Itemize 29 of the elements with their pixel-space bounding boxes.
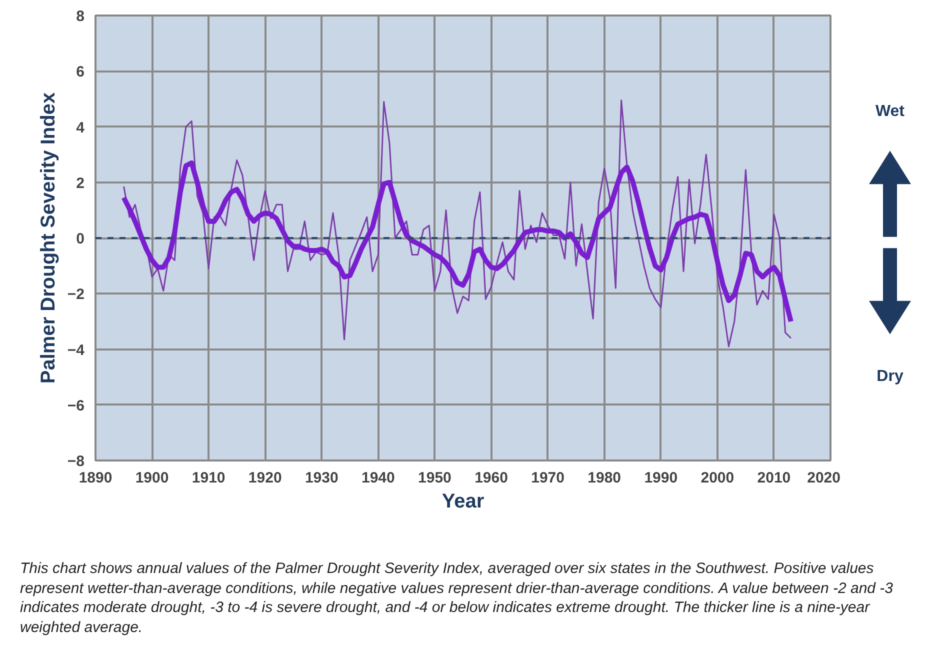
y-tick-label: 4 <box>76 119 86 136</box>
x-tick-label: 1980 <box>588 470 622 486</box>
text: Wet <box>875 103 906 120</box>
y-tick-label: 8 <box>76 8 84 25</box>
x-axis-title: Year <box>442 490 484 512</box>
x-tick-label: 2010 <box>757 470 791 486</box>
x-tick-label: 2000 <box>700 470 734 486</box>
x-tick-label: 1900 <box>135 470 169 486</box>
line-series <box>123 100 792 348</box>
x-tick-label: 1940 <box>362 470 395 486</box>
text: This chart shows annual values of the Palmer Drought Severity Index, averaged over six states in the Southwest. Positive values represent wetter-than-average conditions, while negative values represent drier-than-average conditions. A value between -2 and -3 indicates moderate drought, -3 to -4 is severe drought, and -4 or below indicates extreme drought. The thicker line is a nine-year weighted average. <box>20 559 894 637</box>
x-tick-label: 1950 <box>418 470 452 486</box>
x-tick-label: 1920 <box>248 470 282 486</box>
x-tick-label: 2020 <box>807 470 841 486</box>
y-tick-label: 0 <box>76 230 84 248</box>
text: Dry <box>876 368 904 385</box>
y-tick-label: −8 <box>67 453 85 470</box>
x-tick-label: 1960 <box>474 470 508 486</box>
x-tick-label: 1970 <box>531 470 564 486</box>
x-tick-label: 1910 <box>192 470 226 486</box>
x-tick-label: 1890 <box>78 470 112 486</box>
y-tick-label: −2 <box>67 286 85 304</box>
x-tick-label: 1990 <box>644 470 678 486</box>
y-tick-label: −4 <box>67 342 86 359</box>
y-tick-label: 6 <box>76 64 84 81</box>
y-tick-label: 2 <box>76 174 84 192</box>
y-tick-label: −6 <box>67 397 85 414</box>
x-tick-label: 1930 <box>304 470 338 486</box>
y-axis-title: Palmer Drought Severity Index <box>37 92 60 384</box>
